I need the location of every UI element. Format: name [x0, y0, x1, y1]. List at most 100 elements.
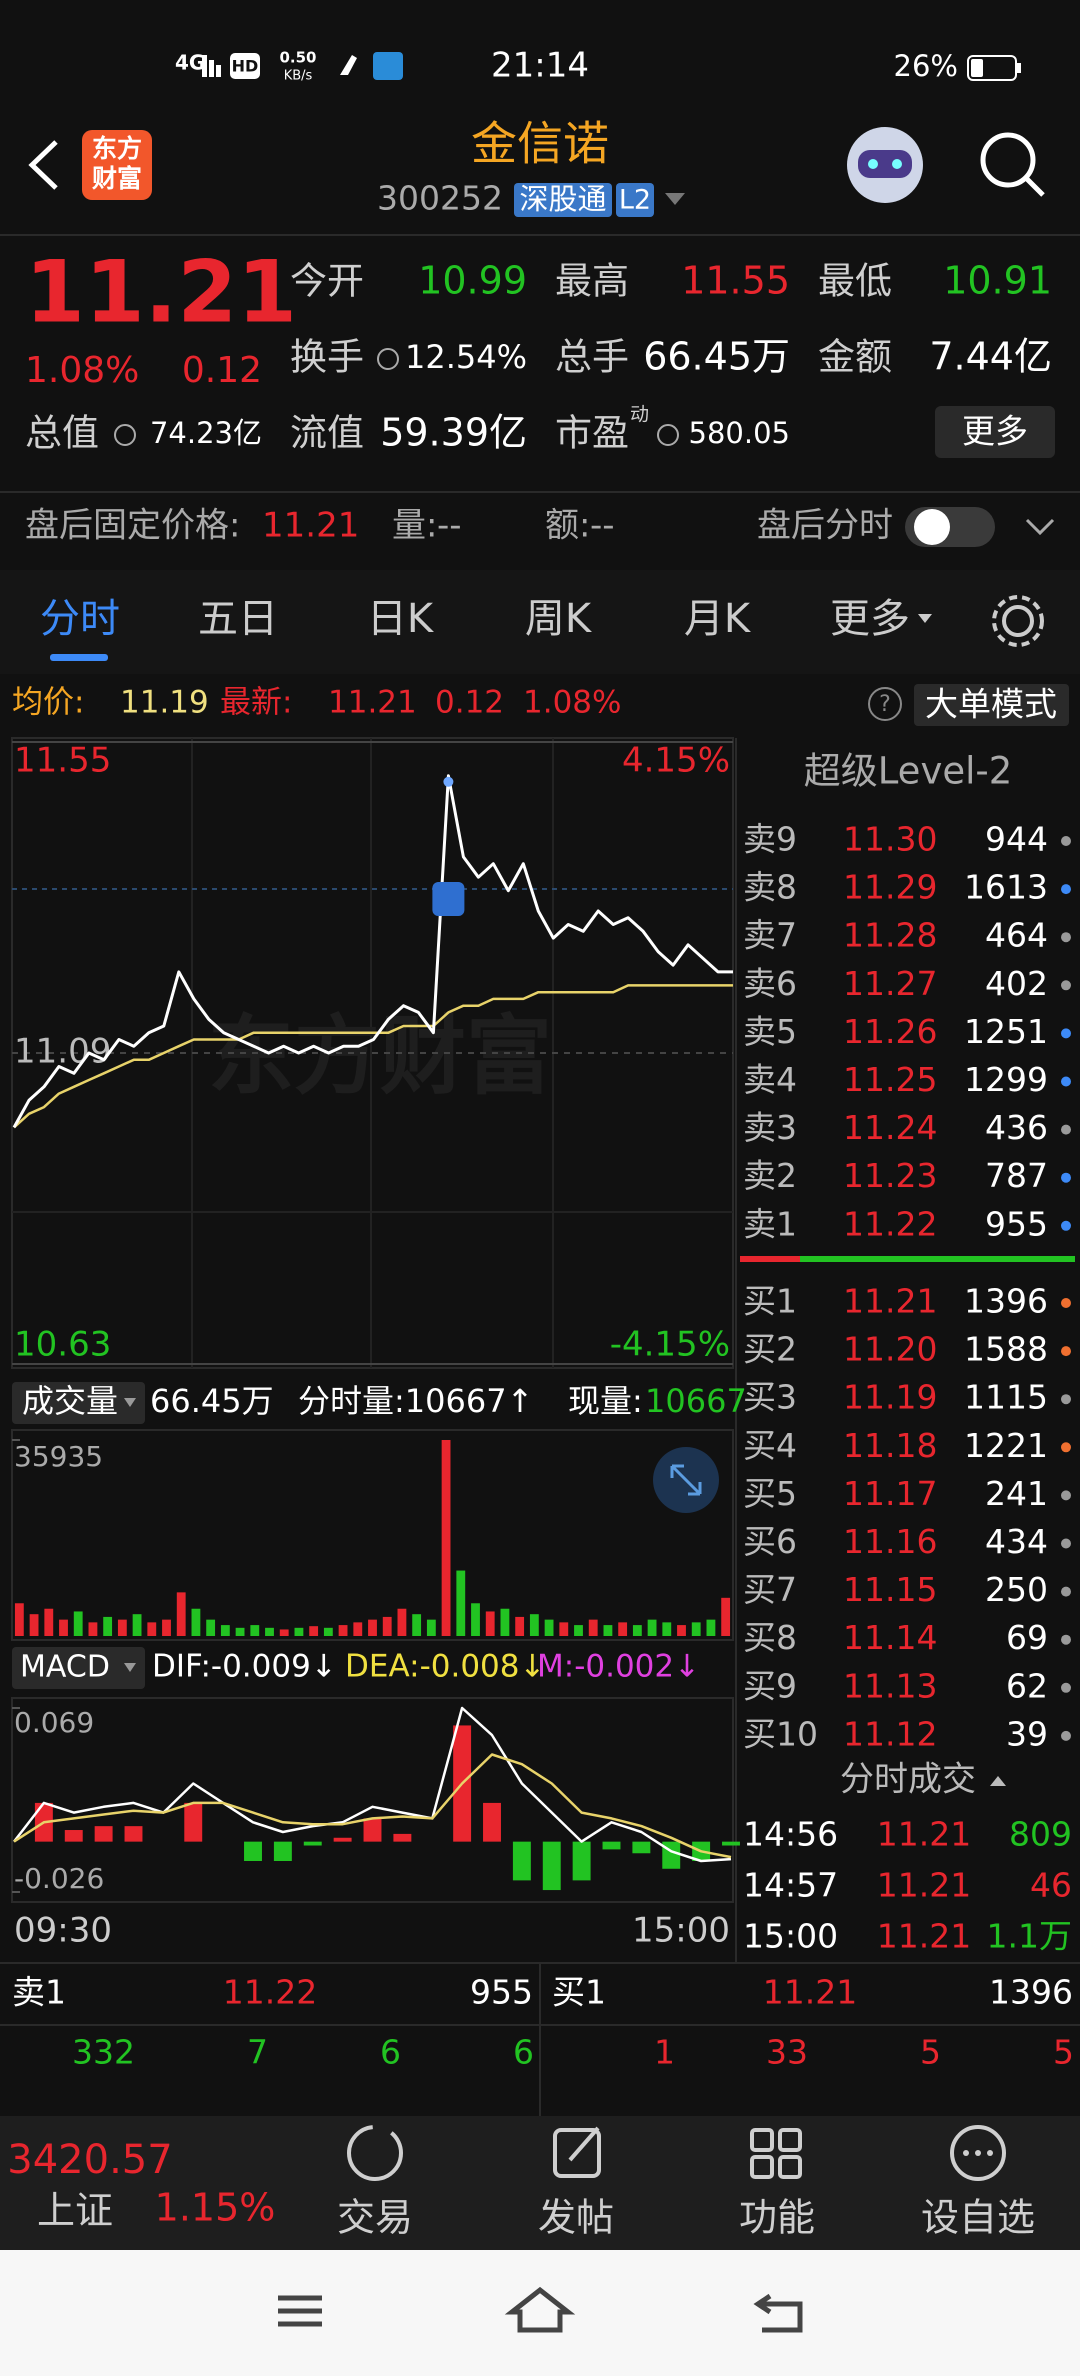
trade-time: 14:57 [743, 1866, 838, 1905]
expand-chevron[interactable] [1025, 518, 1055, 536]
settings-button[interactable] [992, 595, 1044, 647]
tab[interactable]: 更多 [830, 596, 910, 642]
volume-selector[interactable] [12, 1382, 145, 1424]
volume-bar [647, 1619, 657, 1636]
info-icon[interactable] [657, 424, 679, 446]
y-tick-label: 0.069 [14, 1706, 94, 1739]
volume-bar [574, 1625, 583, 1636]
book-price: 11.16 [843, 1522, 937, 1561]
field-value: 12.54% [405, 338, 527, 376]
field-label: 今开 [290, 260, 364, 303]
book-dot [1061, 1076, 1071, 1087]
nav-item[interactable]: 功能 [739, 2196, 815, 2240]
book-volume: 241 [985, 1474, 1048, 1513]
book-dot [1061, 1124, 1071, 1135]
trade-volume: 46 [1030, 1866, 1072, 1905]
volume-bar [132, 1614, 142, 1636]
depth-queue: 33 [766, 2033, 808, 2072]
clock: 21:14 [491, 46, 589, 86]
info-icon[interactable] [114, 424, 136, 446]
book-label: 卖2 [743, 1156, 797, 1195]
volume-bar [206, 1619, 216, 1636]
battery: 26% [894, 49, 958, 83]
volume-bar [191, 1608, 201, 1636]
peak-dot [443, 776, 454, 787]
book-volume: 1115 [964, 1378, 1048, 1417]
trades-title: 分时成交 [840, 1760, 976, 1800]
book-label: 买4 [743, 1426, 797, 1465]
y-tick-label: 11.55 [14, 741, 111, 781]
avg-label: 均价: [12, 685, 84, 721]
more-button[interactable] [935, 406, 1055, 458]
book-dot [1061, 1346, 1071, 1357]
macd-selector[interactable] [12, 1647, 145, 1689]
book-price: 11.18 [843, 1426, 937, 1465]
book-price: 11.17 [843, 1474, 937, 1513]
macd-bar [363, 1818, 382, 1842]
volume-bar [103, 1616, 113, 1636]
macd-bar [333, 1837, 352, 1842]
selector-caret [124, 1398, 136, 1407]
level-badge-text: L2 [619, 185, 651, 216]
book-dot [1061, 836, 1071, 846]
volume-bar [471, 1603, 480, 1636]
volume-bar [265, 1627, 274, 1636]
book-volume: 1299 [964, 1060, 1048, 1099]
nav-item[interactable]: 交易 [337, 2196, 413, 2240]
mode-button[interactable] [914, 684, 1069, 726]
macd-bar [244, 1841, 262, 1862]
trade-volume: 1.1万 [987, 1917, 1072, 1956]
book-dot [1061, 1172, 1071, 1183]
ratio-bar-ask [740, 1256, 800, 1262]
book-volume: 1221 [964, 1426, 1048, 1465]
assistant-icon[interactable] [847, 127, 923, 203]
book-label: 买10 [743, 1714, 818, 1753]
logo-text: 东方 [92, 134, 142, 163]
search-button[interactable] [980, 132, 1045, 197]
nav-item[interactable]: 发帖 [538, 2196, 614, 2240]
order-book-title: 超级Level-2 [804, 750, 1013, 793]
tab[interactable]: 分时 [40, 596, 120, 642]
field-value: 580.05 [689, 416, 790, 450]
nav-item[interactable]: 设自选 [921, 2196, 1035, 2240]
system-nav-icons[interactable] [278, 2286, 803, 2333]
book-label: 卖7 [743, 916, 797, 955]
ratio-bar-bid [800, 1256, 1075, 1262]
field-label: 换手 [290, 336, 364, 379]
trade-price: 11.21 [877, 1815, 971, 1854]
back-button[interactable] [28, 140, 58, 190]
volume-bar [559, 1622, 569, 1636]
depth-label: 买1 [552, 1973, 606, 2012]
macd-bar [303, 1841, 322, 1846]
last-change-pct: 1.08% [523, 685, 621, 721]
macd-bar [94, 1826, 113, 1842]
volume-bar [706, 1619, 716, 1636]
volume-bar [250, 1625, 260, 1636]
help-icon[interactable] [868, 687, 902, 721]
field-value: 10.91 [943, 259, 1052, 303]
tab[interactable]: 周K [525, 596, 593, 642]
book-volume: 436 [985, 1108, 1048, 1147]
market-badge [514, 183, 612, 217]
tab[interactable]: 月K [684, 596, 752, 642]
volume-bar [117, 1619, 127, 1636]
volume-frame [11, 1429, 734, 1641]
volume-selector-label: 成交量 [22, 1382, 118, 1420]
tab[interactable]: 日K [367, 596, 435, 642]
info-icon[interactable] [377, 348, 399, 370]
volume-now-value: 10667 [645, 1382, 747, 1420]
stock-name: 金信诺 [471, 117, 609, 171]
after-hours-amount-label: 额: [545, 506, 590, 546]
volume-bar [677, 1625, 686, 1636]
trade-time: 14:56 [743, 1815, 838, 1854]
book-price: 11.28 [843, 916, 937, 955]
trades-caret [990, 1776, 1006, 1786]
book-dot [1061, 1490, 1071, 1501]
hd-badge: HD [232, 57, 259, 76]
volume-bar [426, 1619, 436, 1636]
event-marker[interactable] [432, 882, 465, 916]
book-dot [1061, 1586, 1071, 1597]
tab[interactable]: 五日 [198, 596, 278, 642]
book-volume: 1588 [964, 1330, 1048, 1369]
book-price: 11.14 [843, 1618, 937, 1657]
